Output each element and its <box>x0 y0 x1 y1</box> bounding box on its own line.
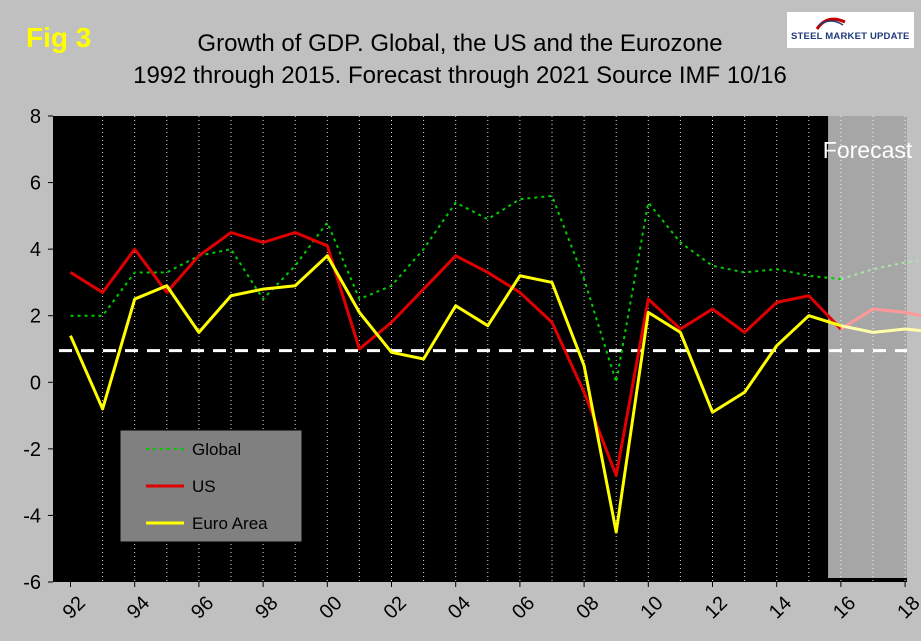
y-tick-label: -6 <box>23 572 41 594</box>
series-line-us <box>69 231 842 477</box>
series-line-euro-area <box>69 254 842 534</box>
figure-label: Fig 3 <box>26 22 92 53</box>
x-tick-label: 10 <box>636 592 667 623</box>
x-tick-label: 12 <box>701 592 732 623</box>
legend-label: US <box>192 477 216 496</box>
y-tick-label: 2 <box>30 306 41 328</box>
logo-swoosh-icon <box>815 17 846 30</box>
x-tick-label: 98 <box>251 592 282 623</box>
x-tick-label: 16 <box>829 592 860 623</box>
logo-text: STEEL MARKET UPDATE <box>791 31 910 42</box>
y-tick-label: 8 <box>30 106 41 128</box>
y-tick-label: 0 <box>30 372 41 394</box>
y-tick-label: 4 <box>30 239 41 261</box>
chart-title-line-1: Growth of GDP. Global, the US and the Eu… <box>197 30 723 57</box>
x-tick-label: 08 <box>572 592 603 623</box>
x-tick-label: 14 <box>765 592 796 623</box>
series-forecast-line-us <box>840 307 921 331</box>
y-tick-label: 6 <box>30 173 41 195</box>
steel-market-update-logo: STEEL MARKET UPDATE <box>787 12 914 48</box>
x-tick-label: 92 <box>59 592 90 623</box>
forecast-label: Forecast <box>823 137 913 163</box>
chart-title-line-2: 1992 through 2015. Forecast through 2021… <box>133 62 787 89</box>
series-forecast-line-euro-area <box>840 324 921 334</box>
x-tick-label: 04 <box>444 592 475 623</box>
x-tick-label: 00 <box>315 592 346 623</box>
series-forecast-line-global <box>840 259 921 281</box>
forecast-region <box>828 116 907 578</box>
x-tick-label: 18 <box>893 592 921 623</box>
x-tick-label: 96 <box>187 592 218 623</box>
y-tick-label: -2 <box>23 439 41 461</box>
y-tick-label: -4 <box>23 505 41 527</box>
x-tick-label: 06 <box>508 592 539 623</box>
legend-label: Global <box>192 440 241 459</box>
x-tick-label: 02 <box>380 592 411 623</box>
x-tick-label: 94 <box>123 592 154 623</box>
legend-label: Euro Area <box>192 514 268 533</box>
